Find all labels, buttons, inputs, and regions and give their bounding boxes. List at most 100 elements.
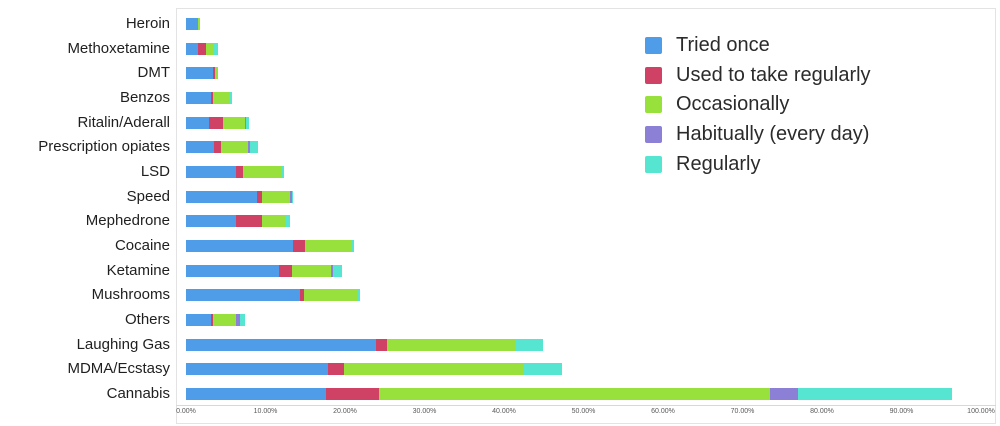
category-label: Benzos xyxy=(119,89,170,106)
bar-segment xyxy=(186,18,198,30)
bar-segment xyxy=(291,190,294,203)
bar-segment xyxy=(376,338,388,351)
bar-segment xyxy=(770,388,799,401)
x-axis-line xyxy=(176,405,996,406)
bar-segment xyxy=(223,116,245,129)
category-label: Others xyxy=(124,311,170,329)
x-tick-label: 70.00% xyxy=(730,408,755,415)
bar-segment xyxy=(197,18,201,30)
category-label: Mephedrone xyxy=(85,212,170,230)
bar-segment xyxy=(186,264,279,277)
x-tick-label: 0.00% xyxy=(176,408,196,415)
legend-swatch-icon xyxy=(645,155,662,173)
legend-item: Occasionally xyxy=(645,90,871,120)
bar-segment xyxy=(387,338,516,351)
x-tick-label: 10.00% xyxy=(253,408,278,415)
legend-item: Used to take regularly xyxy=(645,61,871,91)
bar-segment xyxy=(243,166,282,179)
bar-segment xyxy=(236,215,263,228)
bar-segment xyxy=(186,67,214,80)
category-label: DMT xyxy=(137,64,171,82)
bar-segment xyxy=(262,215,286,228)
bar-segment xyxy=(299,289,304,302)
x-tick-label: 90.00% xyxy=(889,408,914,415)
legend-item: Tried once xyxy=(645,31,871,61)
bar-segment xyxy=(209,116,224,129)
bar-segment xyxy=(186,141,214,154)
bar-segment xyxy=(220,141,248,154)
bar-segment xyxy=(244,116,247,129)
bar-segment xyxy=(186,289,300,302)
x-tick-label: 80.00% xyxy=(810,408,834,415)
bar-segment xyxy=(798,388,953,401)
bar-segment xyxy=(228,92,233,104)
bar-segment xyxy=(186,42,198,55)
legend: Tried once Used to take regularly Occasion… xyxy=(645,31,871,179)
legend-swatch-icon xyxy=(645,126,662,144)
category-label: Cannabis xyxy=(106,385,170,403)
x-tick-label: 50.00% xyxy=(571,408,596,415)
bar-segment xyxy=(215,67,218,80)
bar-segment xyxy=(236,314,241,327)
bar-segment xyxy=(330,264,334,277)
bar-segment xyxy=(291,264,331,277)
legend-label: Tried once xyxy=(676,34,770,57)
bar-segment xyxy=(197,42,206,55)
bar-segment xyxy=(186,240,294,253)
bar-segment xyxy=(325,388,380,401)
legend-label: Used to take regularly xyxy=(676,63,871,86)
category-label: LSD xyxy=(140,163,170,181)
x-tick-label: 100.00% xyxy=(967,408,995,415)
bar-segment xyxy=(248,141,251,154)
bar-segment xyxy=(333,264,342,277)
legend-label: Occasionally xyxy=(676,93,790,116)
bar-segment xyxy=(186,92,211,104)
bar-segment xyxy=(328,363,345,376)
category-label: MDMA/Ecstasy xyxy=(67,360,170,378)
bar-segment xyxy=(236,166,244,179)
category-label: Mushrooms xyxy=(91,286,170,304)
bar-segment xyxy=(186,338,376,351)
bar-segment xyxy=(262,190,291,203)
x-tick-label: 60.00% xyxy=(651,408,675,415)
bar-segment xyxy=(351,240,354,253)
category-label: Methoxetamine xyxy=(67,39,170,57)
bar-segment xyxy=(205,42,214,55)
category-label: Laughing Gas xyxy=(76,335,170,353)
category-label: Cocaine xyxy=(114,237,170,255)
bar-segment xyxy=(240,314,245,327)
category-label: Prescription opiates xyxy=(38,138,170,156)
legend-item: Habitually (every day) xyxy=(645,120,871,150)
bar-segment xyxy=(246,116,249,129)
bar-segment xyxy=(256,190,263,203)
x-tick-label: 40.00% xyxy=(492,408,516,415)
x-tick-label: 30.00% xyxy=(412,408,437,415)
x-tick-label: 20.00% xyxy=(333,408,357,415)
bar-segment xyxy=(186,215,237,228)
category-label: Ritalin/Aderall xyxy=(77,113,170,131)
legend-item: Regularly xyxy=(645,149,871,179)
bar-segment xyxy=(523,363,563,376)
legend-swatch-icon xyxy=(645,66,662,84)
bar-segment xyxy=(279,264,292,277)
bar-segment xyxy=(285,215,291,228)
bar-segment xyxy=(210,314,214,327)
bar-segment xyxy=(344,363,524,376)
bar-segment xyxy=(515,338,543,351)
bar-segment xyxy=(186,388,326,401)
bar-segment xyxy=(213,141,221,154)
category-label: Speed xyxy=(126,187,170,205)
legend-swatch-icon xyxy=(645,37,662,55)
bar-segment xyxy=(293,240,306,253)
bar-segment xyxy=(305,240,352,253)
plot-area-border xyxy=(176,8,996,424)
legend-label: Habitually (every day) xyxy=(676,123,870,146)
legend-swatch-icon xyxy=(645,96,662,114)
bar-segment xyxy=(303,289,358,302)
bar-segment xyxy=(290,190,292,203)
category-label: Ketamine xyxy=(106,261,170,279)
bar-segment xyxy=(213,314,237,327)
bar-segment xyxy=(186,314,211,327)
bar-segment xyxy=(213,42,218,55)
bar-segment xyxy=(357,289,361,302)
